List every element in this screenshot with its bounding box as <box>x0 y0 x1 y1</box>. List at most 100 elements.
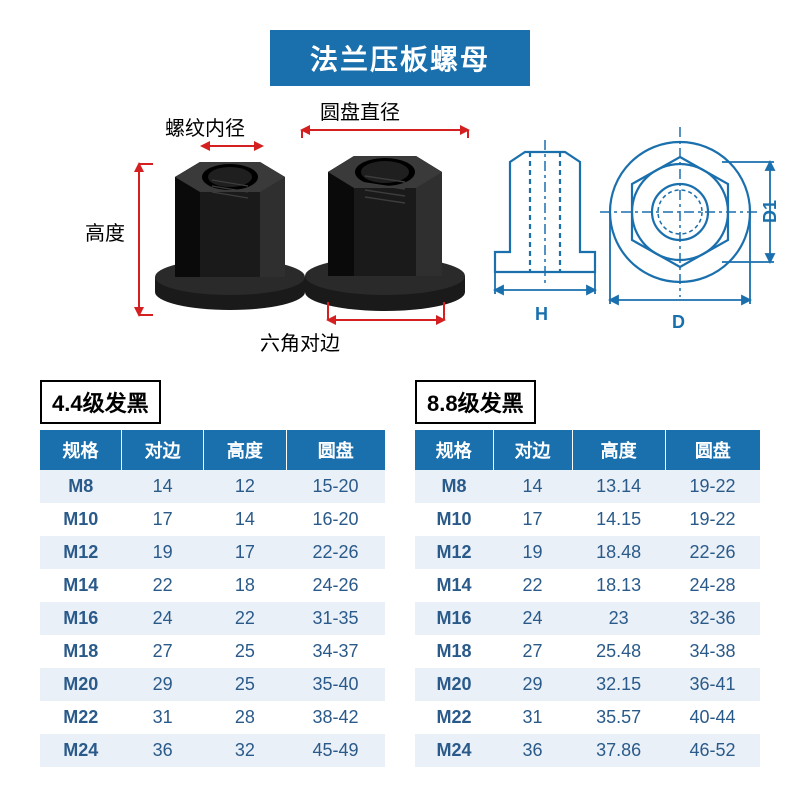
table-cell: 27 <box>121 635 203 668</box>
table-header-cell: 对边 <box>121 430 203 470</box>
table-row: M16242332-36 <box>415 602 760 635</box>
table-cell: 17 <box>121 503 203 536</box>
table-cell: 31 <box>493 701 572 734</box>
table-cell: 24-26 <box>286 569 385 602</box>
table-cell: M24 <box>40 734 121 767</box>
table-right-block: 8.8级发黑 规格对边高度圆盘 M81413.1419-22M101714.15… <box>415 380 760 767</box>
table-cell: M8 <box>415 470 493 503</box>
table-cell: M10 <box>415 503 493 536</box>
table-cell: 45-49 <box>286 734 385 767</box>
table-row: M202932.1536-41 <box>415 668 760 701</box>
schematic-D-label: D <box>672 312 685 333</box>
table-row: M12191722-26 <box>40 536 385 569</box>
table-row: M16242231-35 <box>40 602 385 635</box>
dim-height <box>125 162 153 317</box>
table-cell: M10 <box>40 503 121 536</box>
dim-disc <box>300 118 470 138</box>
table-cell: 17 <box>493 503 572 536</box>
table-cell: 35.57 <box>572 701 665 734</box>
table-cell: 19-22 <box>665 470 760 503</box>
table-row: M20292535-40 <box>40 668 385 701</box>
table-row: M243637.8646-52 <box>415 734 760 767</box>
table-header-cell: 规格 <box>40 430 121 470</box>
table-row: M121918.4822-26 <box>415 536 760 569</box>
table-header-cell: 圆盘 <box>286 430 385 470</box>
table-cell: M12 <box>415 536 493 569</box>
table-cell: 35-40 <box>286 668 385 701</box>
dim-hex <box>326 302 446 328</box>
hex-flat-label: 六角对边 <box>260 327 340 356</box>
table-cell: 34-37 <box>286 635 385 668</box>
table-cell: M14 <box>40 569 121 602</box>
schematic-side <box>490 132 600 302</box>
schematic-D1-label: D1 <box>760 200 781 223</box>
table-cell: M20 <box>415 668 493 701</box>
table-cell: 15-20 <box>286 470 385 503</box>
table-cell: M22 <box>40 701 121 734</box>
table-cell: 29 <box>121 668 203 701</box>
table-cell: 14.15 <box>572 503 665 536</box>
table-cell: 37.86 <box>572 734 665 767</box>
table-cell: 22 <box>493 569 572 602</box>
table-header-cell: 圆盘 <box>665 430 760 470</box>
schematic-top <box>600 122 780 312</box>
table-cell: 23 <box>572 602 665 635</box>
table-cell: 22-26 <box>665 536 760 569</box>
table-cell: 14 <box>204 503 286 536</box>
table-cell: 18.48 <box>572 536 665 569</box>
table-row: M10171416-20 <box>40 503 385 536</box>
table-cell: 22-26 <box>286 536 385 569</box>
table-cell: 24 <box>493 602 572 635</box>
table-cell: 36-41 <box>665 668 760 701</box>
table-header-cell: 规格 <box>415 430 493 470</box>
page-title: 法兰压板螺母 <box>270 30 530 86</box>
table-cell: 16-20 <box>286 503 385 536</box>
table-cell: M18 <box>415 635 493 668</box>
table-cell: 31 <box>121 701 203 734</box>
nut-photo-2 <box>300 132 470 317</box>
table-cell: 18.13 <box>572 569 665 602</box>
tables-area: 4.4级发黑 规格对边高度圆盘 M8141215-20M10171416-20M… <box>40 380 760 767</box>
table-cell: 25 <box>204 668 286 701</box>
nut-photo-1 <box>150 142 310 317</box>
table-cell: 18 <box>204 569 286 602</box>
table-row: M14221824-26 <box>40 569 385 602</box>
table-row: M142218.1324-28 <box>415 569 760 602</box>
table-cell: 13.14 <box>572 470 665 503</box>
table-cell: 14 <box>121 470 203 503</box>
table-row: M223135.5740-44 <box>415 701 760 734</box>
table-cell: 19 <box>121 536 203 569</box>
table-cell: 22 <box>121 569 203 602</box>
table-cell: 12 <box>204 470 286 503</box>
table-cell: 27 <box>493 635 572 668</box>
table-cell: 32-36 <box>665 602 760 635</box>
table-cell: M20 <box>40 668 121 701</box>
table-cell: 28 <box>204 701 286 734</box>
table-row: M81413.1419-22 <box>415 470 760 503</box>
table-cell: 38-42 <box>286 701 385 734</box>
table-cell: 32 <box>204 734 286 767</box>
table-header-cell: 对边 <box>493 430 572 470</box>
table-left: 规格对边高度圆盘 M8141215-20M10171416-20M1219172… <box>40 430 385 767</box>
table-row: M22312838-42 <box>40 701 385 734</box>
height-label: 高度 <box>85 217 125 246</box>
table-cell: M16 <box>415 602 493 635</box>
table-cell: 25.48 <box>572 635 665 668</box>
table-header-cell: 高度 <box>204 430 286 470</box>
table-cell: 32.15 <box>572 668 665 701</box>
table-cell: 46-52 <box>665 734 760 767</box>
table-cell: M24 <box>415 734 493 767</box>
table-left-title: 4.4级发黑 <box>40 380 161 424</box>
table-cell: 17 <box>204 536 286 569</box>
table-cell: 24 <box>121 602 203 635</box>
schematic-H-label: H <box>535 304 548 325</box>
table-cell: M18 <box>40 635 121 668</box>
table-cell: 25 <box>204 635 286 668</box>
table-cell: M22 <box>415 701 493 734</box>
table-cell: M16 <box>40 602 121 635</box>
table-cell: 36 <box>121 734 203 767</box>
table-cell: 24-28 <box>665 569 760 602</box>
table-cell: 14 <box>493 470 572 503</box>
table-cell: 22 <box>204 602 286 635</box>
diagram-area: 螺纹内径 圆盘直径 高度 六角对边 <box>0 92 800 372</box>
